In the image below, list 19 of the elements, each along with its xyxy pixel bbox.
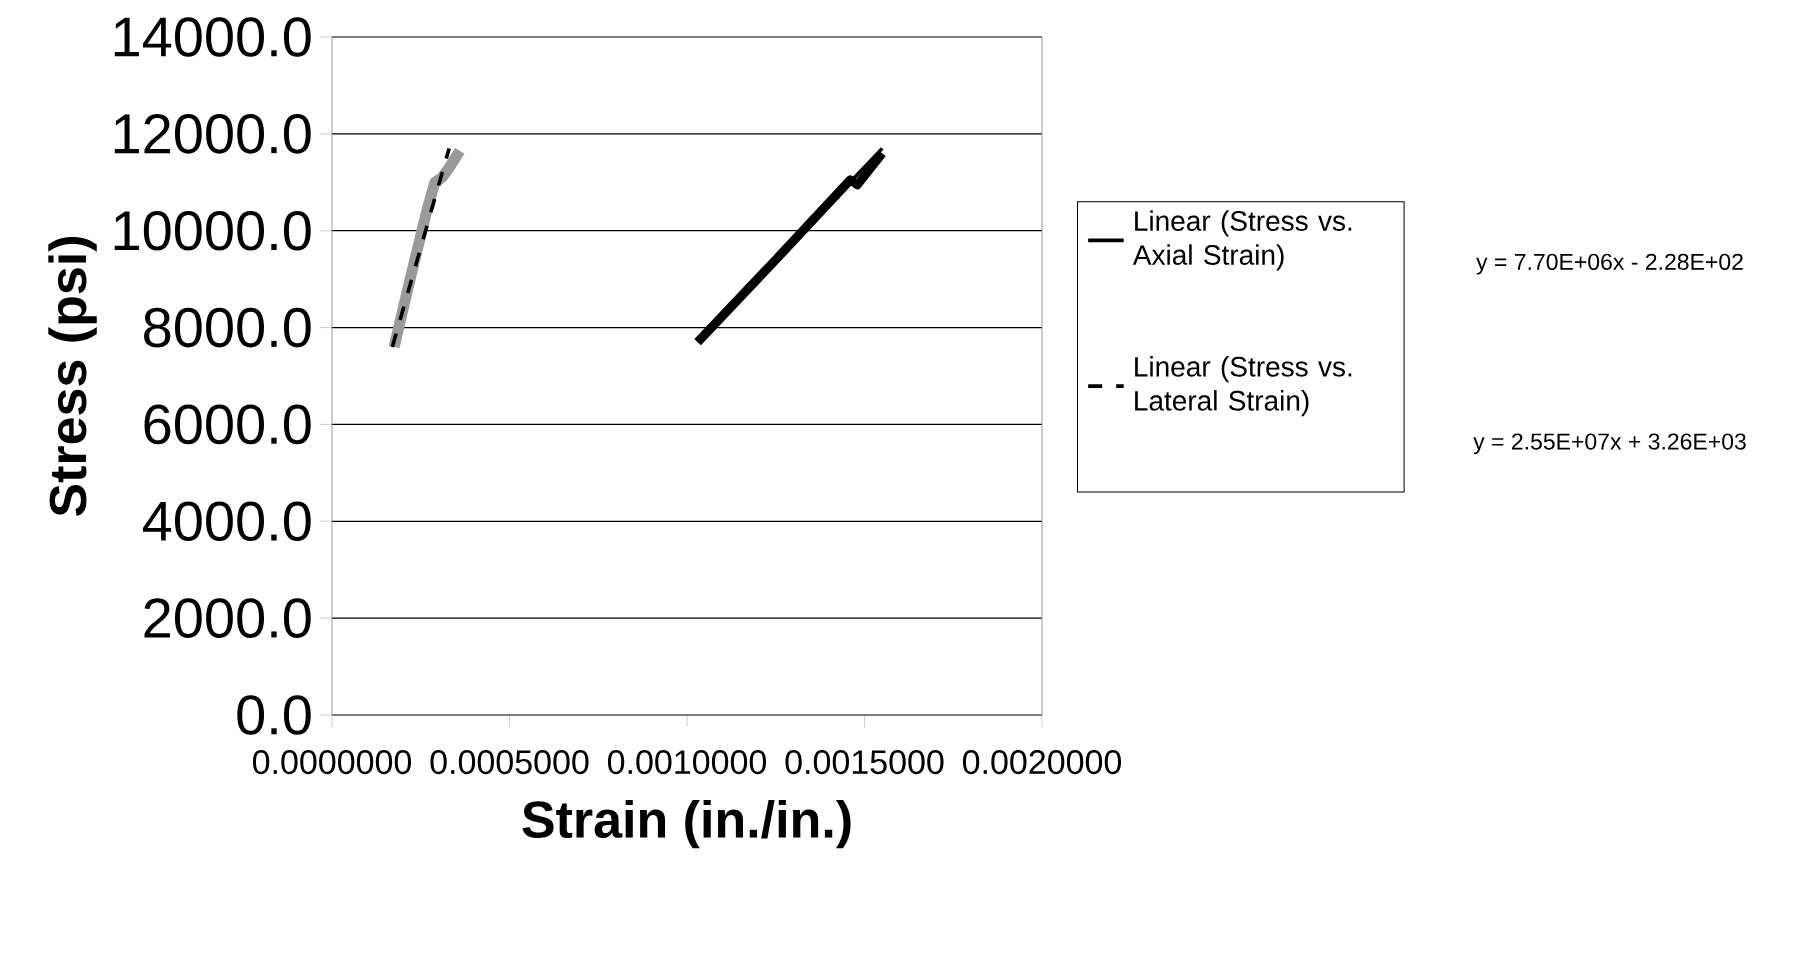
y-tick-label: 14000.0: [114, 17, 311, 57]
x-tick-label: 0.0000000: [252, 750, 412, 775]
text: y = 7.70E+06x - 2.28E+02: [1476, 253, 1743, 275]
y-tick-label: 0.0: [237, 695, 311, 735]
y-tick-label: 12000.0: [114, 114, 311, 154]
x-tick-label: 0.0010000: [607, 750, 767, 775]
x-axis-title: Strain (in./in.): [522, 799, 851, 849]
y-tick-label: 2000.0: [144, 598, 311, 638]
x-tick-label: 0.0020000: [962, 750, 1122, 775]
y-tick-label: 6000.0: [144, 404, 311, 445]
legend-label: Linear (Stress vs. Axial Strain): [1132, 210, 1352, 271]
x-tick-label: 0.0015000: [785, 750, 944, 775]
y-tick-label: 10000.0: [114, 210, 311, 251]
y-tick-label: 4000.0: [142, 501, 311, 542]
x-tick-label: 0.0005000: [430, 750, 589, 775]
text: y = 2.55E+07x + 3.26E+03: [1473, 433, 1746, 455]
y-axis-title: Stress (psi): [48, 237, 97, 517]
y-tick-label: 8000.0: [144, 307, 311, 348]
legend-label: Linear (Stress vs. Lateral Strain): [1135, 356, 1352, 417]
